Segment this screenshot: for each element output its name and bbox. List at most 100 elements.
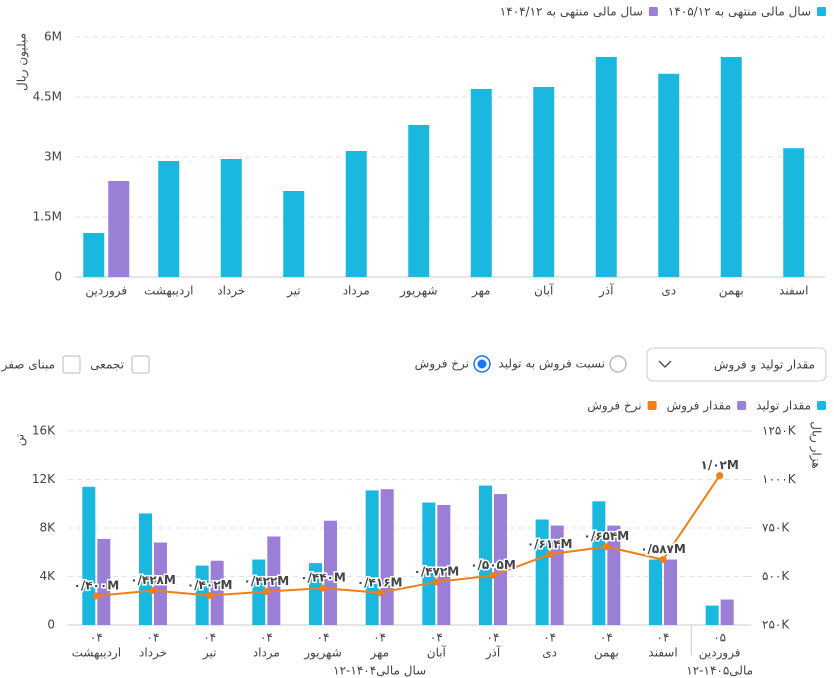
bar	[550, 525, 564, 625]
y-tick-label: 0	[54, 270, 62, 284]
x-tick-label: تیر	[286, 284, 301, 299]
bar	[97, 538, 111, 625]
line-point	[716, 472, 724, 480]
bar	[283, 191, 305, 277]
data-label: ۰/۵۰۵M	[470, 558, 516, 572]
y2-tick-label: ۲۵۰K	[762, 618, 790, 632]
bar	[783, 148, 805, 277]
bar	[210, 560, 224, 625]
x-tick-label: خرداد	[139, 646, 167, 661]
radio[interactable]	[609, 355, 627, 373]
x-group-label: مالی۱۴۰۵-۱۲	[686, 664, 753, 678]
line-point	[489, 572, 497, 580]
radio-label[interactable]: نسبت فروش به تولید	[498, 357, 605, 372]
line-point	[376, 589, 384, 597]
x-sublabel: ۰۴	[600, 631, 613, 645]
bar	[309, 563, 322, 625]
legend-swatch	[817, 401, 826, 410]
data-label: ۰/۴۲۸M	[130, 573, 176, 587]
x-sublabel: ۰۴	[317, 631, 330, 645]
x-sublabel: ۰۴	[90, 631, 103, 645]
data-label: ۰/۴۲۲M	[244, 574, 290, 588]
bar	[108, 181, 130, 277]
bar	[408, 125, 430, 277]
line-point	[206, 592, 214, 600]
checkbox-label[interactable]: تجمعی	[90, 358, 124, 372]
y-axis-title: تن	[13, 434, 28, 446]
legend-swatch	[737, 401, 747, 410]
x-sublabel: ۰۴	[657, 631, 670, 645]
x-sublabel: ۰۴	[203, 631, 216, 645]
x-tick-label: شهریور	[399, 284, 438, 299]
bar	[664, 559, 677, 625]
bar	[82, 486, 96, 625]
x-tick-label: دی	[542, 646, 557, 660]
line-point	[432, 578, 440, 586]
line-point	[149, 586, 157, 594]
legend-label: سال مالی منتهی به ۱۴۰۵/۱۲	[668, 5, 811, 19]
chevron	[658, 360, 672, 369]
x-tick-label: آذر	[485, 645, 501, 661]
bar	[365, 490, 379, 625]
data-label: ۰/۶۱۴M	[527, 537, 573, 551]
x-tick-label: فروردین	[85, 284, 127, 299]
data-label: ۰/۴۱۶M	[357, 575, 403, 589]
y-tick-label: 1.5M	[33, 210, 62, 224]
bar	[494, 494, 507, 625]
y-axis-title: میلیون ریال	[15, 33, 30, 91]
data-label: ۰/۴۰۰M	[74, 578, 120, 592]
x-tick-label: بهمن	[719, 284, 744, 299]
data-label: ۰/۶۵۴M	[584, 529, 630, 543]
dropdown-label: مقدار تولید و فروش	[714, 358, 815, 373]
y-tick-label: 0	[47, 618, 55, 632]
x-tick-label: اردیبهشت	[144, 284, 193, 299]
x-tick-label: مرداد	[343, 284, 370, 299]
bar	[720, 599, 734, 625]
data-label: ۰/۵۸۷M	[640, 542, 686, 556]
radio-dot	[477, 359, 487, 369]
legend-label: نرخ فروش	[587, 399, 641, 414]
line-point	[262, 588, 270, 596]
line-point	[659, 556, 667, 564]
x-tick-label: آبان	[534, 283, 554, 298]
y2-tick-label: ۱۲۵۰K	[762, 424, 797, 438]
bar	[345, 151, 367, 277]
line-point	[602, 543, 610, 551]
data-label: ۰/۴۷۲M	[414, 564, 460, 578]
y-tick-label: 3M	[44, 150, 62, 164]
bar	[437, 504, 451, 625]
x-tick-label: تیر	[202, 646, 217, 661]
legend-label: مقدار فروش	[667, 399, 732, 414]
checkbox[interactable]	[131, 355, 150, 374]
y-tick-label: 16K	[32, 424, 56, 438]
bar	[479, 485, 492, 625]
y-tick-label: 8K	[39, 521, 56, 535]
x-tick-label: خرداد	[217, 284, 245, 299]
radio-label[interactable]: نرخ فروش	[415, 357, 469, 372]
y2-tick-label: ۷۵۰K	[762, 521, 790, 535]
x-tick-label: آبان	[427, 645, 447, 660]
x-sublabel: ۰۴	[147, 631, 160, 645]
dropdown[interactable]: مقدار تولید و فروش	[646, 347, 827, 382]
bar	[649, 559, 662, 625]
legend-swatch	[648, 7, 658, 16]
y-tick-label: 4K	[39, 569, 56, 583]
bar	[139, 513, 152, 625]
x-sublabel: ۰۴	[543, 631, 556, 645]
x-tick-label: اردیبهشت	[72, 646, 121, 661]
dropdown-box[interactable]	[646, 347, 827, 382]
line-point	[546, 550, 554, 558]
checkbox[interactable]	[62, 355, 81, 374]
checkbox-label[interactable]: مبنای صفر	[1, 358, 55, 373]
bar	[720, 57, 742, 277]
y-tick-label: 6M	[44, 30, 62, 44]
line-point	[92, 592, 100, 600]
bar	[154, 542, 167, 625]
bar	[220, 159, 242, 277]
bar	[592, 501, 606, 625]
y-tick-label: 12K	[32, 472, 56, 486]
bar	[705, 605, 719, 625]
line-point	[319, 584, 327, 592]
x-sublabel: ۰۴	[260, 631, 273, 645]
